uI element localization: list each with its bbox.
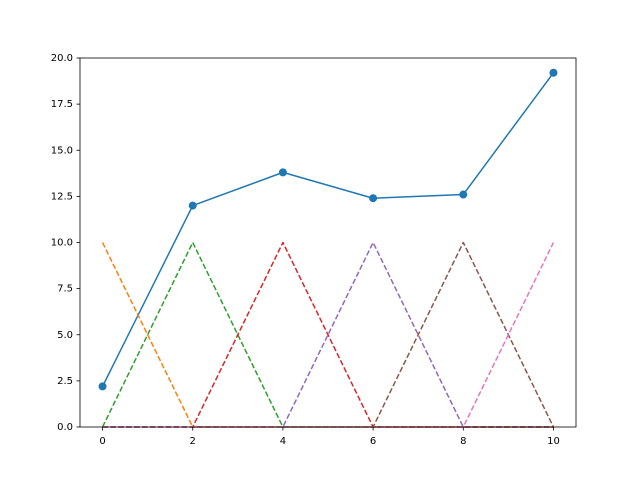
- x-tick-label: 6: [370, 436, 376, 447]
- y-tick-label: 15.0: [51, 145, 73, 156]
- series-line: [101, 241, 554, 428]
- y-tick-label: 5.0: [57, 330, 73, 341]
- point-marker: [188, 201, 197, 210]
- point-marker: [278, 168, 287, 177]
- x-tick-label: 8: [460, 436, 466, 447]
- point-marker: [98, 382, 107, 391]
- y-tick-label: 12.5: [51, 191, 73, 202]
- y-tick-label: 20.0: [51, 53, 73, 64]
- x-tick-label: 10: [547, 436, 560, 447]
- series-line: [101, 72, 555, 387]
- y-tick-label: 17.5: [51, 99, 73, 110]
- x-tick-label: 0: [99, 436, 105, 447]
- y-tick-label: 0.0: [57, 422, 73, 433]
- point-marker: [369, 194, 378, 203]
- y-tick-label: 2.5: [57, 376, 73, 387]
- x-tick-label: 4: [280, 436, 286, 447]
- point-marker: [459, 190, 468, 199]
- y-tick-label: 7.5: [57, 284, 73, 295]
- point-marker: [549, 68, 558, 77]
- x-tick-label: 2: [190, 436, 196, 447]
- y-tick-label: 10.0: [51, 238, 73, 249]
